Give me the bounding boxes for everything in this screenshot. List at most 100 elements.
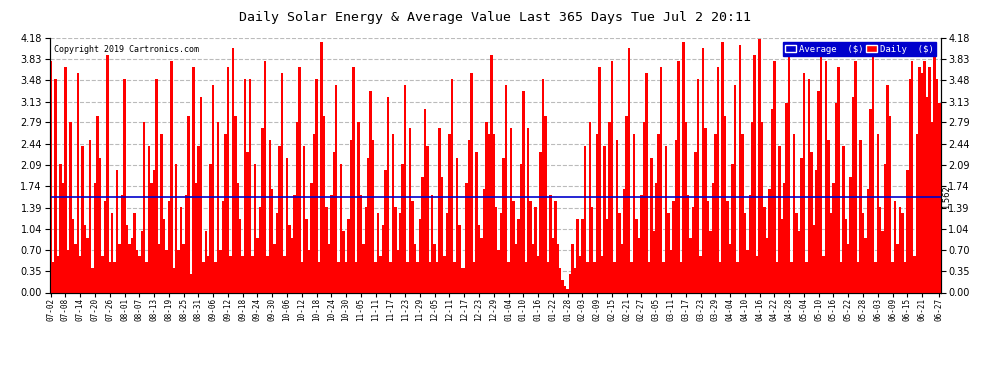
Bar (237, 183, 239, 292)
Bar (313, 134, 316, 292)
Bar (421, 177, 424, 292)
Bar (828, 140, 830, 292)
Bar (81, 146, 84, 292)
Bar (227, 67, 229, 292)
Bar (296, 122, 298, 292)
Bar (239, 219, 242, 292)
Bar (258, 207, 261, 292)
Bar (212, 85, 215, 292)
Bar (384, 171, 387, 292)
Bar (349, 140, 352, 292)
Bar (770, 110, 773, 292)
Bar (74, 244, 76, 292)
Bar (525, 262, 527, 292)
Bar (463, 268, 465, 292)
Bar (864, 238, 866, 292)
Bar (793, 134, 795, 292)
Bar (871, 55, 874, 292)
Bar (542, 79, 545, 292)
Bar (697, 79, 699, 292)
Bar (416, 262, 419, 292)
Bar (805, 262, 808, 292)
Bar (205, 231, 207, 292)
Bar (217, 122, 220, 292)
Bar (148, 146, 150, 292)
Bar (377, 213, 379, 292)
Bar (96, 116, 99, 292)
Bar (453, 262, 455, 292)
Bar (475, 152, 478, 292)
Bar (537, 256, 540, 292)
Bar (414, 244, 416, 292)
Bar (61, 183, 64, 292)
Bar (783, 183, 785, 292)
Bar (881, 231, 884, 292)
Bar (743, 213, 746, 292)
Bar (650, 158, 652, 292)
Bar (763, 207, 765, 292)
Bar (379, 256, 382, 292)
Bar (343, 231, 345, 292)
Bar (909, 79, 911, 292)
Bar (367, 158, 369, 292)
Bar (242, 256, 244, 292)
Bar (532, 244, 535, 292)
Text: Daily Solar Energy & Average Value Last 365 Days Tue Jul 2 20:11: Daily Solar Energy & Average Value Last … (239, 11, 751, 24)
Bar (734, 85, 737, 292)
Bar (574, 268, 576, 292)
Bar (143, 122, 146, 292)
Bar (129, 244, 131, 292)
Bar (564, 286, 566, 292)
Bar (598, 67, 601, 292)
Bar (51, 262, 54, 292)
Bar (311, 183, 313, 292)
Bar (670, 250, 672, 292)
Bar (404, 85, 406, 292)
Bar (50, 61, 51, 292)
Bar (244, 79, 247, 292)
Bar (672, 201, 674, 292)
Bar (566, 289, 569, 292)
Bar (374, 262, 377, 292)
Bar (919, 67, 921, 292)
Bar (808, 79, 810, 292)
Bar (141, 231, 143, 292)
Bar (579, 256, 581, 292)
Bar (54, 79, 56, 292)
Bar (411, 201, 414, 292)
Bar (256, 238, 258, 292)
Bar (588, 122, 591, 292)
Bar (591, 207, 593, 292)
Bar (856, 262, 859, 292)
Bar (271, 189, 273, 292)
Bar (773, 61, 775, 292)
Bar (916, 134, 919, 292)
Bar (382, 225, 384, 292)
Bar (318, 262, 320, 292)
Bar (753, 55, 756, 292)
Bar (815, 171, 818, 292)
Legend: Average  ($), Daily  ($): Average ($), Daily ($) (782, 42, 936, 56)
Bar (576, 219, 579, 292)
Bar (94, 183, 96, 292)
Bar (712, 183, 714, 292)
Bar (207, 256, 210, 292)
Bar (308, 250, 311, 292)
Bar (225, 134, 227, 292)
Bar (842, 146, 844, 292)
Bar (121, 195, 124, 292)
Bar (702, 48, 704, 292)
Bar (185, 195, 187, 292)
Bar (399, 213, 402, 292)
Bar (64, 67, 66, 292)
Bar (419, 219, 421, 292)
Bar (220, 250, 222, 292)
Bar (924, 61, 926, 292)
Bar (727, 201, 729, 292)
Bar (939, 104, 940, 292)
Bar (559, 268, 561, 292)
Bar (507, 262, 510, 292)
Bar (645, 73, 647, 292)
Bar (914, 256, 916, 292)
Bar (278, 146, 281, 292)
